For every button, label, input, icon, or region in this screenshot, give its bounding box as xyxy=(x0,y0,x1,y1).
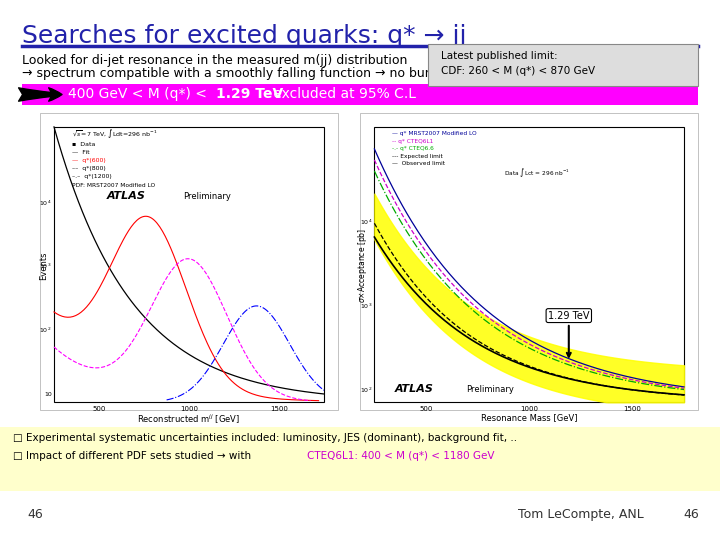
Bar xyxy=(40,113,338,410)
Text: 10$^4$: 10$^4$ xyxy=(40,198,52,208)
Text: 1.29 TeV: 1.29 TeV xyxy=(548,310,590,357)
Text: Events: Events xyxy=(39,252,48,280)
Text: —  Observed limit: — Observed limit xyxy=(392,161,446,166)
Text: –.–  q*(1200): –.– q*(1200) xyxy=(72,174,112,179)
Text: Tom LeCompte, ANL: Tom LeCompte, ANL xyxy=(518,508,644,521)
Text: Looked for di-jet resonance in the measured m(jj) distribution: Looked for di-jet resonance in the measu… xyxy=(22,54,407,67)
Text: 1500: 1500 xyxy=(623,406,641,412)
Text: 10$^2$: 10$^2$ xyxy=(40,326,52,335)
Text: 10$^3$: 10$^3$ xyxy=(360,301,372,311)
Text: ––  q*(800): –– q*(800) xyxy=(72,166,106,171)
Text: Searches for excited quarks: q* → jj: Searches for excited quarks: q* → jj xyxy=(22,24,466,48)
Text: —  q*(600): — q*(600) xyxy=(72,158,106,163)
Text: $\sqrt{s}$=7 TeV, $\int$Ldt=296 nb$^{-1}$: $\sqrt{s}$=7 TeV, $\int$Ldt=296 nb$^{-1}… xyxy=(72,127,158,140)
Text: □ Experimental systematic uncertainties included: luminosity, JES (dominant), ba: □ Experimental systematic uncertainties … xyxy=(13,433,517,443)
Text: — q* MRST2007 Modified LO: — q* MRST2007 Modified LO xyxy=(392,131,477,136)
Text: 10$^4$: 10$^4$ xyxy=(360,218,372,227)
Text: 1000: 1000 xyxy=(520,406,538,412)
Text: Preliminary: Preliminary xyxy=(467,384,514,394)
Bar xyxy=(374,127,684,402)
Text: 500: 500 xyxy=(92,406,106,412)
Text: Reconstructed m$^{jj}$ [GeV]: Reconstructed m$^{jj}$ [GeV] xyxy=(137,413,240,426)
Text: 10$^3$: 10$^3$ xyxy=(40,262,52,272)
Text: 400 GeV < M (q*) <: 400 GeV < M (q*) < xyxy=(68,87,212,101)
Text: Resonance Mass [GeV]: Resonance Mass [GeV] xyxy=(481,413,577,422)
Text: ▪  Data: ▪ Data xyxy=(72,142,95,147)
Text: 1000: 1000 xyxy=(180,406,198,412)
Text: → spectrum compatible with a smoothly falling function → no bumps: → spectrum compatible with a smoothly fa… xyxy=(22,68,451,80)
Text: 1500: 1500 xyxy=(270,406,288,412)
Text: excluded at 95% C.L: excluded at 95% C.L xyxy=(269,87,415,101)
Text: 500: 500 xyxy=(419,406,433,412)
Text: ATLAS: ATLAS xyxy=(107,191,145,201)
Text: 46: 46 xyxy=(27,508,43,521)
Text: □ Impact of different PDF sets studied → with: □ Impact of different PDF sets studied →… xyxy=(13,451,254,461)
Text: CTEQ6L1: 400 < M (q*) < 1180 GeV: CTEQ6L1: 400 < M (q*) < 1180 GeV xyxy=(307,451,494,461)
Text: Preliminary: Preliminary xyxy=(184,192,231,201)
Bar xyxy=(22,84,698,105)
Text: ATLAS: ATLAS xyxy=(395,383,433,394)
Text: 10: 10 xyxy=(44,392,52,397)
Text: 46: 46 xyxy=(683,508,699,521)
Text: 10$^2$: 10$^2$ xyxy=(360,385,372,395)
Bar xyxy=(54,127,324,402)
Text: —  Fit: — Fit xyxy=(72,150,89,155)
Bar xyxy=(360,113,698,410)
Text: PDF: MRST2007 Modified LO: PDF: MRST2007 Modified LO xyxy=(72,184,155,188)
Text: Data $\int$Lct = 296 nb$^{-1}$: Data $\int$Lct = 296 nb$^{-1}$ xyxy=(504,166,570,179)
Text: Latest published limit:
CDF: 260 < M (q*) < 870 GeV: Latest published limit: CDF: 260 < M (q*… xyxy=(441,51,595,76)
Text: -- q* CTEQ6L1: -- q* CTEQ6L1 xyxy=(392,139,433,144)
FancyBboxPatch shape xyxy=(428,44,698,86)
Bar xyxy=(0,427,720,491)
Text: --- Expected limit: --- Expected limit xyxy=(392,154,443,159)
Text: 1.29 TeV: 1.29 TeV xyxy=(216,87,283,101)
Text: $\sigma$$\times$Acceptance [pb]: $\sigma$$\times$Acceptance [pb] xyxy=(356,228,369,303)
Text: -.- q* CTEQ6.6: -.- q* CTEQ6.6 xyxy=(392,146,434,151)
